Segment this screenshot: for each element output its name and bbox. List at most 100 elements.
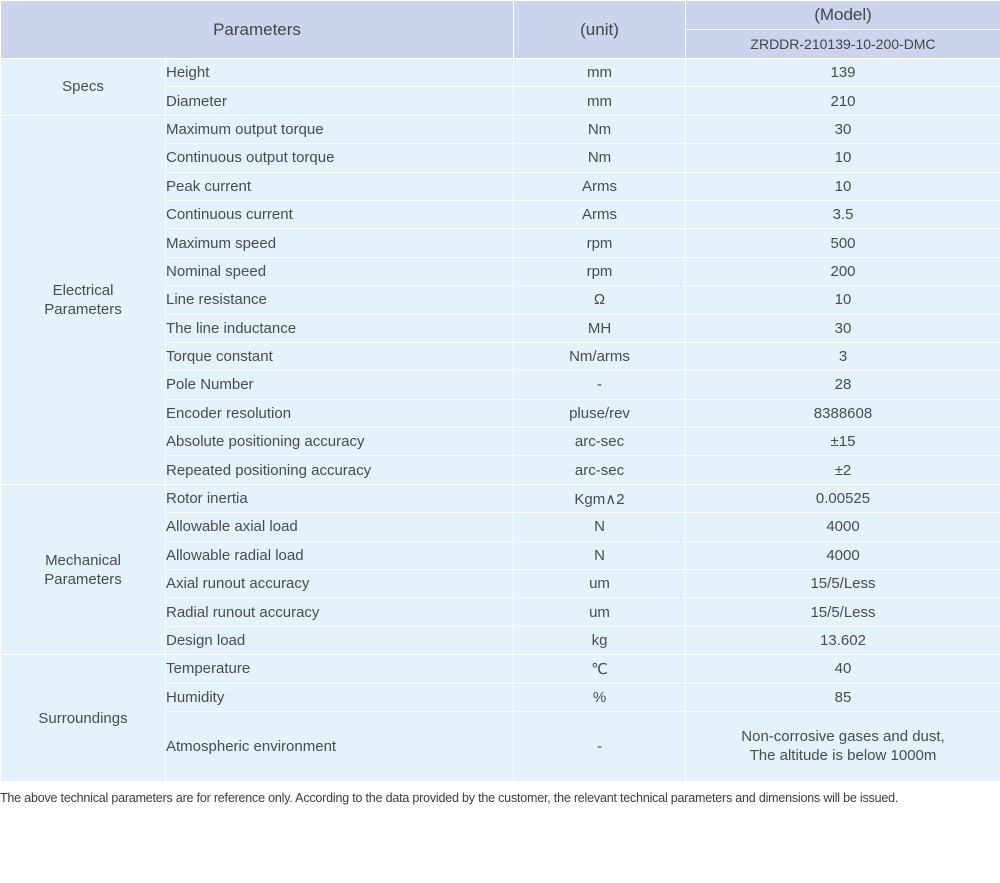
table-row: Allowable radial load N 4000 bbox=[1, 540, 1000, 571]
unit-cell: Nm bbox=[513, 114, 686, 145]
value-cell: 10 bbox=[685, 285, 1000, 315]
spec-table-body: Specs Height mm 139 Diameter mm 210 Electrical … bbox=[0, 57, 1000, 782]
parameter-name-cell: Rotor inertia bbox=[165, 483, 514, 514]
unit-cell: rpm bbox=[513, 256, 686, 287]
value-cell: 15/5/Less bbox=[685, 569, 1000, 599]
table-row: Radial runout accuracy um 15/5/Less bbox=[1, 597, 1000, 627]
parameters-column-header: Parameters bbox=[0, 0, 514, 59]
table-row: Repeated positioning accuracy arc-sec ±2 bbox=[1, 455, 1000, 485]
value-cell: 28 bbox=[685, 370, 1000, 400]
table-row: Encoder resolution pluse/rev 8388608 bbox=[1, 398, 1000, 429]
parameter-name-cell: Encoder resolution bbox=[165, 398, 514, 429]
table-row: Electrical Parameters Maximum output torq… bbox=[0, 114, 1000, 485]
parameter-name-cell: Humidity bbox=[165, 682, 514, 712]
table-row: Maximum speed rpm 500 bbox=[1, 228, 1000, 258]
unit-column-header: (unit) bbox=[513, 0, 686, 59]
unit-cell: Nm bbox=[513, 143, 686, 173]
parameter-name-cell: Pole Number bbox=[165, 370, 514, 400]
model-number-header: ZRDDR-210139-10-200-DMC bbox=[685, 29, 1000, 59]
table-row: Mechanical Parameters Rotor inertia Kgm∧2 0… bbox=[0, 483, 1000, 656]
parameter-name-cell: Continuous output torque bbox=[165, 143, 514, 173]
parameter-name-cell: Allowable axial load bbox=[165, 512, 514, 542]
spec-table-header: Parameters (unit) (Model) ZRDDR-210139-1… bbox=[0, 0, 1000, 59]
parameter-name-cell: Temperature bbox=[165, 654, 514, 684]
value-cell: 200 bbox=[685, 256, 1000, 287]
model-column-header: (Model) bbox=[685, 0, 1000, 30]
value-cell: 10 bbox=[685, 171, 1000, 201]
unit-cell: Kgm∧2 bbox=[513, 483, 686, 514]
value-cell: 500 bbox=[685, 228, 1000, 258]
section-label: Surroundings bbox=[0, 654, 166, 782]
value-cell: 0.00525 bbox=[685, 483, 1000, 514]
parameter-name-cell: Maximum output torque bbox=[165, 114, 514, 145]
unit-cell: pluse/rev bbox=[513, 398, 686, 429]
header-row-1: Parameters (unit) (Model) bbox=[0, 0, 1000, 59]
section-label-text: Surroundings bbox=[38, 709, 128, 727]
spec-table: Parameters (unit) (Model) ZRDDR-210139-1… bbox=[0, 0, 1000, 782]
unit-cell: arc-sec bbox=[513, 455, 686, 485]
value-cell: ±15 bbox=[685, 427, 1000, 457]
value-cell: 13.602 bbox=[685, 625, 1000, 656]
unit-cell: Nm/arms bbox=[513, 341, 686, 372]
value-cell: ±2 bbox=[685, 455, 1000, 485]
parameter-name-cell: The line inductance bbox=[165, 313, 514, 343]
unit-cell: MH bbox=[513, 313, 686, 343]
unit-cell: arc-sec bbox=[513, 427, 686, 457]
parameter-name-cell: Atmospheric environment bbox=[165, 710, 514, 782]
parameter-name-cell: Continuous current bbox=[165, 199, 514, 230]
table-row: Absolute positioning accuracy arc-sec ±15 bbox=[1, 427, 1000, 457]
table-row: Specs Height mm 139 bbox=[0, 57, 1000, 116]
value-cell: 8388608 bbox=[685, 398, 1000, 429]
table-row: Allowable axial load N 4000 bbox=[1, 512, 1000, 542]
value-cell: 30 bbox=[685, 313, 1000, 343]
unit-cell: % bbox=[513, 682, 686, 712]
parameter-name-cell: Nominal speed bbox=[165, 256, 514, 287]
value-cell: 40 bbox=[685, 654, 1000, 684]
parameter-name-cell: Allowable radial load bbox=[165, 540, 514, 571]
unit-cell: kg bbox=[513, 625, 686, 656]
table-row: Surroundings Temperature ℃ 40 bbox=[0, 654, 1000, 782]
table-row: Design load kg 13.602 bbox=[1, 625, 1000, 656]
table-row: Continuous current Arms 3.5 bbox=[1, 199, 1000, 230]
value-cell: 4000 bbox=[685, 512, 1000, 542]
section-label: Electrical Parameters bbox=[0, 114, 166, 485]
header-row-2: ZRDDR-210139-10-200-DMC bbox=[1, 29, 1000, 59]
section-label-text: Electrical Parameters bbox=[44, 281, 122, 318]
section-label: Specs bbox=[0, 58, 166, 116]
unit-cell: rpm bbox=[513, 228, 686, 258]
table-row: Axial runout accuracy um 15/5/Less bbox=[1, 569, 1000, 599]
value-cell: 210 bbox=[685, 86, 1000, 116]
value-cell: 10 bbox=[685, 143, 1000, 173]
value-cell: Non-corrosive gases and dust, The altitu… bbox=[685, 710, 1000, 782]
section-label-text: Mechanical Parameters bbox=[44, 551, 122, 588]
unit-cell: Arms bbox=[513, 199, 686, 230]
table-row: Atmospheric environment - Non-corrosive ga… bbox=[1, 710, 1000, 782]
unit-cell: um bbox=[513, 569, 686, 599]
value-cell: 30 bbox=[685, 114, 1000, 145]
parameter-name-cell: Maximum speed bbox=[165, 228, 514, 258]
unit-cell: mm bbox=[513, 57, 686, 88]
section-label-text: Specs bbox=[62, 78, 104, 96]
unit-cell: N bbox=[513, 540, 686, 571]
table-row: Line resistance Ω 10 bbox=[1, 285, 1000, 315]
table-row: Torque constant Nm/arms 3 bbox=[1, 341, 1000, 372]
table-row: Peak current Arms 10 bbox=[1, 171, 1000, 201]
unit-cell: Ω bbox=[513, 285, 686, 315]
parameter-name-cell: Radial runout accuracy bbox=[165, 597, 514, 627]
unit-cell: - bbox=[513, 370, 686, 400]
value-cell: 4000 bbox=[685, 540, 1000, 571]
parameter-name-cell: Axial runout accuracy bbox=[165, 569, 514, 599]
parameter-name-cell: Diameter bbox=[165, 86, 514, 116]
parameter-name-cell: Absolute positioning accuracy bbox=[165, 427, 514, 457]
unit-cell: ℃ bbox=[513, 654, 686, 684]
parameter-name-cell: Design load bbox=[165, 625, 514, 656]
parameter-name-cell: Repeated positioning accuracy bbox=[165, 455, 514, 485]
value-cell: 3.5 bbox=[685, 199, 1000, 230]
table-row: Continuous output torque Nm 10 bbox=[1, 143, 1000, 173]
value-cell: 3 bbox=[685, 341, 1000, 372]
reference-disclaimer-note: The above technical parameters are for r… bbox=[0, 790, 899, 805]
unit-cell: N bbox=[513, 512, 686, 542]
unit-cell: Arms bbox=[513, 171, 686, 201]
unit-cell: mm bbox=[513, 86, 686, 116]
